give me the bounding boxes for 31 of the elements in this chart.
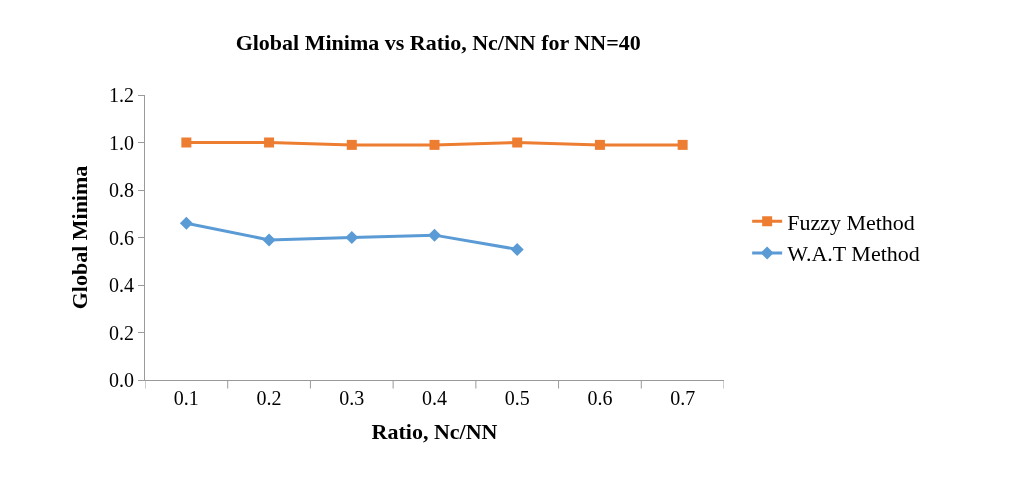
y-tick-label: 0.4 xyxy=(109,274,134,296)
point xyxy=(677,139,688,150)
x-tick-label: 0.5 xyxy=(504,387,530,409)
chart-title: Global Minima vs Ratio, Nc/NN for NN=40 xyxy=(235,30,641,56)
x-tick-label: 0.1 xyxy=(173,387,199,409)
x-axis-title: Ratio, Nc/NN xyxy=(371,418,498,444)
y-tick-label: 1.0 xyxy=(109,131,134,154)
x-tick-label: 0.7 xyxy=(670,387,696,409)
point xyxy=(181,137,192,148)
point xyxy=(179,216,193,230)
point xyxy=(594,139,605,150)
x-tick-label: 0.3 xyxy=(339,387,365,409)
x-tick-label: 0.6 xyxy=(587,387,613,409)
y-axis-title: Global Minima xyxy=(66,165,92,310)
point xyxy=(346,139,357,150)
point xyxy=(512,137,523,148)
x-tick-label: 0.4 xyxy=(422,387,447,409)
y-tick-label: 0.0 xyxy=(109,369,134,391)
point xyxy=(264,137,275,148)
point xyxy=(429,139,440,150)
point xyxy=(262,233,276,247)
legend-label: W.A.T Method xyxy=(787,241,920,267)
point xyxy=(345,231,359,244)
y-tick-label: 0.6 xyxy=(109,226,134,249)
y-tick-label: 0.8 xyxy=(109,179,134,201)
point xyxy=(428,228,441,242)
legend-label: Fuzzy Method xyxy=(787,209,915,235)
y-tick-label: 0.2 xyxy=(109,321,134,344)
x-tick-label: 0.2 xyxy=(256,387,282,409)
point xyxy=(510,242,524,256)
y-tick-label: 1.2 xyxy=(109,84,134,106)
